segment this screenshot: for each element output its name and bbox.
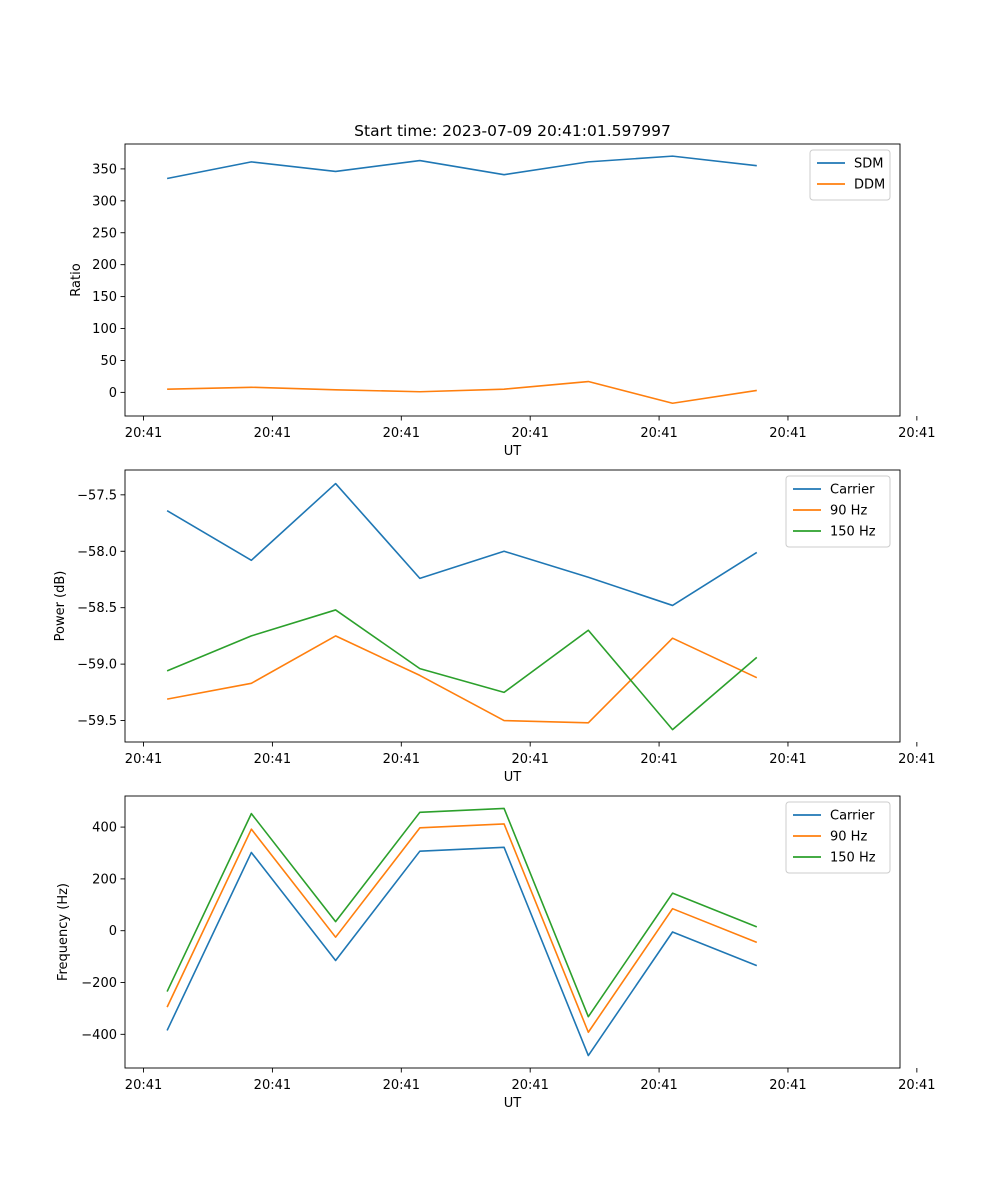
y-tick-label: 0 <box>109 386 117 401</box>
legend-entry: 150 Hz <box>830 525 876 540</box>
x-axis-label: UT <box>504 1096 522 1111</box>
x-tick-label: 20:41 <box>898 426 935 441</box>
x-tick-label: 20:41 <box>254 426 291 441</box>
y-tick-label: −58.5 <box>77 601 117 616</box>
y-tick-label: −59.0 <box>77 658 117 673</box>
y-tick-label: 50 <box>100 354 117 369</box>
x-tick-label: 20:41 <box>769 1078 806 1093</box>
y-tick-label: 100 <box>92 322 117 337</box>
series-line-150-hz <box>166 609 758 731</box>
legend-entry: Carrier <box>830 809 875 824</box>
axes-frame <box>124 795 901 1069</box>
chart-panel-3: 20:41 20:41 20:41 20:41 20:41 20:41 20:41 −400 −… <box>56 795 936 1111</box>
y-tick-label: 250 <box>92 226 117 241</box>
legend: Carrier 90 Hz 150 Hz <box>785 801 891 874</box>
y-tick-label: −58.0 <box>77 545 117 560</box>
chart-panel-2: 20:41 20:41 20:41 20:41 20:41 20:41 20:41 −59.5… <box>53 469 936 785</box>
y-tick-label: 0 <box>109 924 117 939</box>
x-tick-label: 20:41 <box>898 752 935 767</box>
legend-entry: 90 Hz <box>830 830 867 845</box>
x-tick-label: 20:41 <box>383 1078 420 1093</box>
x-axis-label: UT <box>504 444 522 459</box>
x-tick-label: 20:41 <box>511 426 548 441</box>
x-tick-label: 20:41 <box>125 752 162 767</box>
x-tick-label: 20:41 <box>640 426 677 441</box>
legend-entry: DDM <box>854 178 885 193</box>
legend-entry: 150 Hz <box>830 851 876 866</box>
axes-frame <box>124 469 901 743</box>
series-line-sdm <box>166 155 757 180</box>
x-tick-label: 20:41 <box>898 1078 935 1093</box>
x-tick-label: 20:41 <box>511 752 548 767</box>
y-tick-label: 400 <box>92 821 117 836</box>
series-line-ddm <box>167 380 757 405</box>
x-axis-label: UT <box>504 770 522 785</box>
x-tick-label: 20:41 <box>254 1078 291 1093</box>
x-tick-label: 20:41 <box>640 1078 677 1093</box>
series-line-150-hz <box>166 807 758 1018</box>
x-tick-label: 20:41 <box>769 426 806 441</box>
legend-entry: Carrier <box>830 483 875 498</box>
series-line-carrier <box>166 482 758 607</box>
legend-box <box>785 801 891 874</box>
y-axis-label: Frequency (Hz) <box>56 883 71 981</box>
x-tick-label: 20:41 <box>511 1078 548 1093</box>
legend: SDM DDM <box>809 149 891 201</box>
chart-title: Start time: 2023-07-09 20:41:01.597997 <box>354 122 671 140</box>
legend: Carrier 90 Hz 150 Hz <box>785 475 891 548</box>
y-tick-label: 300 <box>92 194 117 209</box>
legend-entry: SDM <box>854 157 883 172</box>
y-axis-label: Power (dB) <box>53 571 68 642</box>
y-tick-label: 200 <box>92 872 117 887</box>
chart-panel-1: Start time: 2023-07-09 20:41:01.597997 20… <box>69 122 936 459</box>
x-tick-label: 20:41 <box>125 426 162 441</box>
y-tick-label: −59.5 <box>77 714 117 729</box>
series-line-carrier <box>166 846 758 1057</box>
series-line-90-hz <box>166 823 758 1034</box>
y-tick-label: 150 <box>92 290 117 305</box>
y-tick-label: 350 <box>92 162 117 177</box>
y-axis-label: Ratio <box>69 263 84 296</box>
x-tick-label: 20:41 <box>383 426 420 441</box>
y-tick-label: −400 <box>81 1028 117 1043</box>
x-tick-label: 20:41 <box>769 752 806 767</box>
series-line-90-hz <box>166 635 758 724</box>
axes-frame <box>124 143 901 417</box>
x-tick-label: 20:41 <box>640 752 677 767</box>
legend-box <box>785 475 891 548</box>
y-tick-label: 200 <box>92 258 117 273</box>
legend-entry: 90 Hz <box>830 504 867 519</box>
y-tick-label: −200 <box>81 976 117 991</box>
x-tick-label: 20:41 <box>254 752 291 767</box>
x-tick-label: 20:41 <box>383 752 420 767</box>
x-tick-label: 20:41 <box>125 1078 162 1093</box>
y-tick-label: −57.5 <box>77 488 117 503</box>
